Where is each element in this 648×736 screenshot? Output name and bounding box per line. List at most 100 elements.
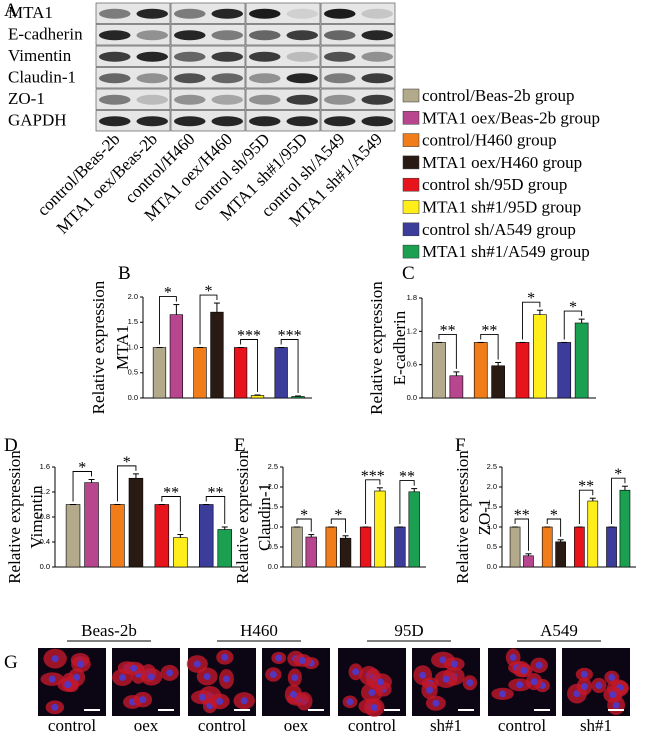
condition-label: sh#1 [580, 716, 612, 735]
blot-band [361, 8, 393, 19]
legend-swatch [402, 133, 420, 147]
error-bar [132, 473, 139, 479]
error-bar [589, 497, 596, 501]
condition-label: oex [134, 716, 159, 735]
significance-label: * [123, 454, 131, 471]
nucleus [166, 669, 174, 677]
significance-bracket [546, 518, 562, 537]
nucleus [370, 703, 378, 711]
y-axis-label: Claudin-1 [255, 483, 274, 551]
significance-label: ** [399, 469, 415, 486]
y-axis-label: Relative expression [233, 450, 252, 584]
significance-label: * [550, 507, 558, 524]
error-bar [453, 371, 460, 376]
nucleus [450, 660, 458, 668]
blot-band [136, 30, 168, 41]
bar [217, 529, 232, 568]
condition-label: oex [284, 716, 309, 735]
bar [432, 342, 446, 399]
blot-band [99, 8, 131, 19]
y-tick-label: 2.5 [268, 462, 278, 471]
bar [325, 526, 337, 568]
legend-swatch [402, 200, 420, 214]
nucleus [535, 661, 543, 669]
significance-bracket [578, 489, 594, 524]
significance-bracket [522, 301, 541, 340]
nucleus [612, 701, 620, 709]
protein-label: E-cadherin [8, 25, 83, 44]
blot-band [136, 8, 168, 19]
nucleus [426, 686, 434, 694]
significance-bracket [611, 477, 626, 524]
significance-bracket [280, 339, 299, 393]
y-tick-label: 1.8 [407, 293, 417, 302]
y-tick-label: 0.0 [407, 393, 417, 402]
error-bar [177, 534, 184, 538]
bar [154, 504, 170, 568]
bar [173, 537, 188, 568]
blot-band [324, 8, 356, 19]
blot-band [136, 51, 168, 62]
error-bar [557, 539, 564, 542]
nucleus [442, 675, 450, 683]
blot-band [286, 73, 318, 84]
blot-band [249, 73, 281, 84]
nucleus [466, 679, 474, 687]
y-tick-label: 1.5 [128, 317, 138, 326]
bar [606, 526, 617, 568]
significance-bracket [161, 496, 181, 532]
y-tick-label: 0.0 [268, 562, 278, 571]
significance-label: * [78, 460, 86, 477]
significance-label: * [334, 507, 342, 524]
blot-band [249, 51, 281, 62]
protein-label: MTA1 [8, 3, 53, 22]
significance-bracket [240, 339, 258, 392]
significance-bracket [365, 479, 381, 524]
blot-band [211, 94, 243, 105]
blot-band [286, 8, 318, 19]
bar [84, 482, 99, 568]
bar [555, 541, 566, 568]
legend-swatch [402, 222, 420, 237]
cell-line-label: Beas-2b [81, 621, 137, 640]
significance-bracket [438, 333, 457, 369]
blot-band [136, 94, 168, 105]
bar [291, 526, 303, 568]
y-tick-label: 1.5 [268, 502, 278, 511]
bar [210, 311, 224, 399]
bar [274, 347, 288, 399]
blot-band [324, 73, 356, 84]
significance-bracket [399, 480, 415, 524]
blot-band [174, 30, 206, 41]
significance-label: * [300, 507, 308, 524]
y-tick-label: 0.5 [268, 542, 278, 551]
nucleus [289, 690, 297, 698]
significance-label: ** [440, 322, 456, 339]
nucleus [269, 670, 277, 678]
bar [359, 526, 372, 568]
blot-band [286, 30, 318, 41]
blot-band [99, 94, 131, 105]
y-tick-label: 1.2 [407, 326, 417, 335]
nucleus [118, 673, 126, 681]
nucleus [419, 671, 427, 679]
nucleus [352, 668, 360, 676]
blot-band [361, 51, 393, 62]
y-tick-label: 1.0 [268, 522, 278, 531]
y-tick-label: 0.0 [40, 562, 50, 571]
y-tick-label: 0.6 [407, 360, 417, 369]
legend-swatch [402, 88, 420, 103]
nucleus [77, 660, 85, 668]
condition-label: control [348, 716, 396, 735]
bar [152, 347, 167, 399]
nucleus [48, 675, 56, 683]
blot-band [249, 30, 281, 41]
bar [374, 490, 386, 568]
nucleus [139, 696, 147, 704]
panel-letter: E [234, 435, 246, 456]
nucleus [193, 660, 201, 668]
y-tick-label: 2.0 [268, 482, 278, 491]
panel-letter: G [4, 652, 18, 673]
y-tick-label: 2.0 [128, 292, 138, 301]
